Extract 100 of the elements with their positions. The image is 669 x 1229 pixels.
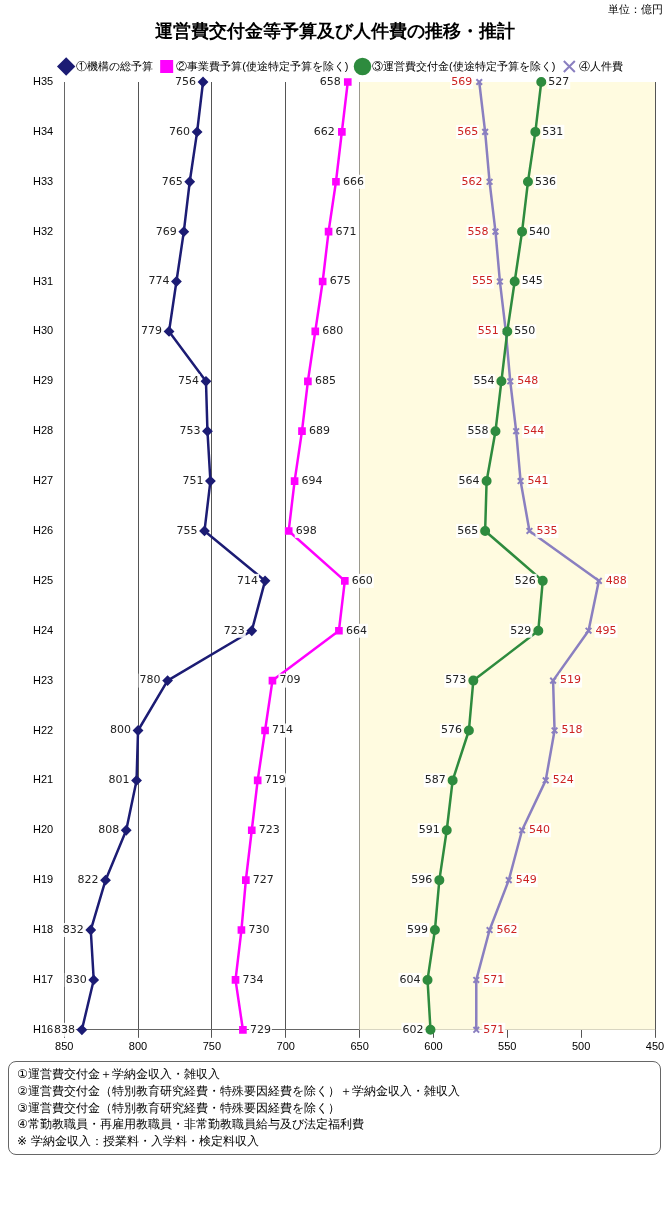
data-label: 599 xyxy=(406,922,428,936)
data-label: 602 xyxy=(402,1022,424,1036)
y-tick-label: H19 xyxy=(32,873,54,886)
data-label: 535 xyxy=(536,523,558,537)
data-label: 801 xyxy=(108,773,130,787)
data-label: 753 xyxy=(179,424,201,438)
text: ①運営費交付金＋学納金収入・雑収入 xyxy=(17,1066,221,1083)
data-label: 755 xyxy=(176,523,198,537)
data-label: 564 xyxy=(458,473,480,487)
data-label: 694 xyxy=(301,473,323,487)
data-label: 838 xyxy=(53,1022,75,1036)
data-label: 689 xyxy=(308,424,330,438)
data-label: 774 xyxy=(148,274,170,288)
data-label: 565 xyxy=(457,124,479,138)
data-label: 555 xyxy=(471,274,493,288)
data-label: 675 xyxy=(329,274,351,288)
x-tick-label: 800 xyxy=(128,1040,148,1053)
data-label: 832 xyxy=(62,922,84,936)
data-label: 558 xyxy=(467,424,489,438)
data-label: 698 xyxy=(295,523,317,537)
data-label: 571 xyxy=(483,972,505,986)
legend-label: ②事業費予算(使途特定予算を除く) xyxy=(176,59,349,72)
data-label: 545 xyxy=(521,274,543,288)
data-label: 576 xyxy=(440,723,462,737)
data-label: 550 xyxy=(514,324,536,338)
y-tick-label: H30 xyxy=(32,324,54,337)
data-label: 558 xyxy=(467,224,489,238)
y-tick-label: H20 xyxy=(32,823,54,836)
data-label: 596 xyxy=(411,873,433,887)
data-label: 518 xyxy=(561,723,583,737)
data-label: 519 xyxy=(560,673,582,687)
data-label: 548 xyxy=(517,374,539,388)
data-label: 660 xyxy=(351,573,373,587)
data-label: 551 xyxy=(477,324,499,338)
data-label: 671 xyxy=(335,224,357,238)
y-tick-label: H28 xyxy=(32,424,54,437)
data-label: 800 xyxy=(110,723,132,737)
data-label: 554 xyxy=(473,374,495,388)
data-label: 591 xyxy=(418,823,440,837)
text: ②運営費交付金（特別教育研究経費・特殊要因経費を除く）＋学納金収入・雑収入 xyxy=(17,1082,461,1100)
data-label: 779 xyxy=(141,324,163,338)
data-label: 524 xyxy=(552,773,574,787)
data-label: 549 xyxy=(515,873,537,887)
data-label: 571 xyxy=(483,1022,505,1036)
data-label: 709 xyxy=(279,673,301,687)
data-label: 562 xyxy=(496,922,518,936)
chart-title: 運営費交付金等予算及び人件費の推移・推計 xyxy=(153,19,516,43)
x-tick-label: 600 xyxy=(424,1040,443,1053)
data-label: 488 xyxy=(605,573,627,587)
data-label: 573 xyxy=(445,673,467,687)
text: ③運営費交付金（特別教育研究経費・特殊要因経費を除く） xyxy=(17,1099,341,1117)
data-label: 754 xyxy=(177,374,199,388)
y-tick-label: H23 xyxy=(32,673,54,686)
y-tick-label: H34 xyxy=(32,124,54,137)
y-tick-label: H27 xyxy=(32,474,54,487)
data-label: 780 xyxy=(139,673,161,687)
y-tick-label: H24 xyxy=(32,623,54,636)
x-tick-label: 750 xyxy=(202,1040,222,1053)
data-label: 540 xyxy=(529,823,551,837)
data-label: 723 xyxy=(258,823,280,837)
data-label: 730 xyxy=(248,922,270,936)
data-label: 526 xyxy=(514,573,536,587)
data-label: 666 xyxy=(342,174,364,188)
data-label: 544 xyxy=(523,424,545,438)
data-label: 658 xyxy=(319,74,341,88)
data-label: 529 xyxy=(510,623,532,637)
y-tick-label: H16 xyxy=(32,1022,54,1035)
text: ④常勤教職員・再雇用教職員・非常勤教職員給与及び法定福利費 xyxy=(17,1116,365,1134)
data-label: 756 xyxy=(175,74,197,88)
data-label: 569 xyxy=(451,74,473,88)
data-label: 685 xyxy=(314,374,336,388)
data-label: 664 xyxy=(345,623,367,637)
data-label: 830 xyxy=(65,972,87,986)
y-tick-label: H21 xyxy=(32,773,54,786)
y-tick-label: H18 xyxy=(32,923,54,936)
data-label: 808 xyxy=(98,823,120,837)
data-label: 734 xyxy=(242,972,264,986)
x-tick-label: 550 xyxy=(498,1040,517,1053)
data-label: 587 xyxy=(424,773,446,787)
x-tick-label: 650 xyxy=(350,1040,369,1053)
data-label: 727 xyxy=(252,873,274,887)
x-tick-label: 450 xyxy=(645,1040,665,1053)
data-label: 536 xyxy=(534,174,556,188)
data-label: 714 xyxy=(272,723,294,737)
legend-label: ①機構の総予算 xyxy=(75,59,153,72)
x-tick-label: 850 xyxy=(55,1040,74,1053)
data-label: 760 xyxy=(169,124,191,138)
y-tick-label: H32 xyxy=(32,224,54,237)
data-label: 765 xyxy=(161,174,183,188)
data-label: 769 xyxy=(155,224,177,238)
data-label: 751 xyxy=(182,473,204,487)
y-tick-label: H35 xyxy=(32,75,54,88)
y-tick-label: H22 xyxy=(32,723,54,736)
data-label: 604 xyxy=(399,972,421,986)
data-label: 527 xyxy=(548,74,570,88)
x-tick-label: 700 xyxy=(276,1040,295,1053)
data-label: 680 xyxy=(322,324,344,338)
y-tick-label: H26 xyxy=(32,523,54,536)
data-label: 562 xyxy=(461,174,483,188)
data-label: 723 xyxy=(223,623,245,637)
